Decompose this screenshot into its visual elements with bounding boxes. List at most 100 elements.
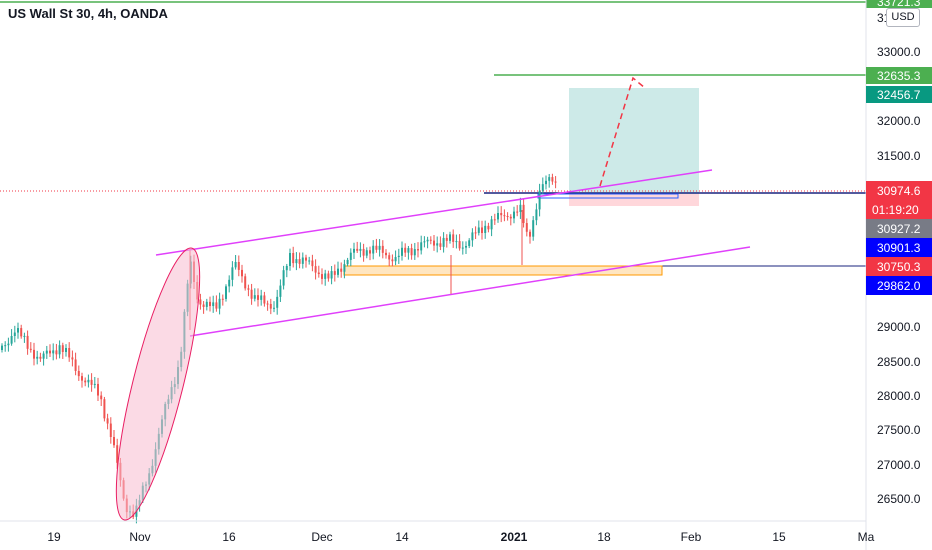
candle-body: [333, 271, 336, 275]
price-tick-33000: 33000.0: [877, 45, 921, 59]
candle-body: [84, 380, 87, 383]
candle-body: [202, 304, 205, 307]
time-label-15: 15: [772, 530, 786, 544]
svg-text:30974.6: 30974.6: [877, 184, 921, 198]
candle-body: [455, 241, 458, 243]
candle-body: [116, 445, 119, 463]
price-badge-30750: 30750.3: [866, 257, 932, 276]
candle-body: [445, 237, 448, 241]
candle-body: [426, 239, 429, 242]
price-badge-current: 30974.6: [866, 181, 932, 200]
candle-body: [461, 247, 464, 249]
candle-body: [340, 268, 343, 272]
svg-text:29862.0: 29862.0: [877, 279, 921, 293]
candle-body: [282, 270, 285, 286]
candle-body: [247, 288, 250, 290]
stop-loss-zone: [569, 194, 699, 206]
candle-body: [324, 273, 327, 279]
candle-body: [257, 295, 259, 300]
candle-body: [244, 276, 247, 289]
candle-body: [484, 225, 487, 234]
candle-body: [407, 248, 410, 253]
candle-body: [381, 245, 384, 253]
svg-text:30750.3: 30750.3: [877, 260, 921, 274]
candle-body: [404, 247, 407, 253]
candle-body: [525, 223, 528, 232]
candle-body: [301, 257, 304, 264]
svg-text:30901.3: 30901.3: [877, 241, 921, 255]
candle-body: [369, 250, 371, 254]
candle-body: [215, 302, 218, 309]
channel-lower-line: [189, 246, 751, 337]
candle-body: [237, 261, 240, 270]
price-badge-30901: 30901.3: [866, 238, 932, 257]
candle-body: [289, 253, 291, 266]
candle-body: [330, 271, 333, 279]
candle-body: [353, 248, 355, 253]
candle-body: [77, 370, 80, 377]
candle-body: [429, 239, 432, 241]
candle-body: [413, 249, 416, 256]
candle-body: [385, 252, 387, 256]
time-label-16: 16: [222, 530, 236, 544]
price-tick-31500: 31500.0: [877, 149, 921, 163]
candle-body: [285, 265, 288, 271]
time-label-2021: 2021: [501, 530, 528, 544]
support-zone: [343, 265, 663, 276]
candle-body: [273, 307, 275, 309]
candle-body: [199, 299, 202, 305]
candle-body: [241, 269, 243, 277]
candle-body: [221, 298, 224, 300]
chart-title: US Wall St 30, 4h, OANDA: [8, 6, 168, 21]
price-badge-29862: 29862.0: [866, 276, 932, 295]
candle-body: [298, 259, 301, 264]
candle-body: [394, 257, 397, 262]
candle-body: [23, 335, 26, 337]
candle-body: [493, 219, 496, 221]
candle-body: [279, 285, 282, 297]
candles: [1, 173, 557, 524]
candle-body: [436, 243, 439, 246]
candle-body: [538, 190, 541, 210]
time-label-dec: Dec: [311, 530, 332, 544]
candle-body: [109, 423, 112, 438]
candle-body: [253, 295, 256, 299]
candle-body: [513, 211, 515, 219]
candle-body: [103, 399, 106, 419]
svg-text:01:19:20: 01:19:20: [872, 203, 919, 217]
candle-body: [420, 242, 423, 251]
candle-body: [212, 302, 215, 307]
time-label-feb: Feb: [681, 530, 702, 544]
candle-body: [55, 350, 58, 355]
take-profit-zone: [569, 88, 699, 194]
price-badge-countdown: 01:19:20: [866, 200, 932, 219]
currency-button[interactable]: USD: [886, 8, 920, 27]
price-badge-30927: 30927.2: [866, 219, 932, 238]
candle-body: [269, 303, 272, 309]
candle-body: [314, 266, 317, 273]
candle-body: [311, 260, 314, 267]
candle-body: [263, 295, 266, 304]
candle-body: [45, 350, 48, 354]
candle-body: [317, 272, 320, 275]
candle-body: [375, 245, 378, 250]
candle-body: [58, 345, 61, 355]
candle-body: [474, 232, 477, 234]
candle-body: [551, 177, 554, 182]
candle-body: [477, 227, 480, 233]
candle-body: [100, 395, 103, 400]
price-tick-28500: 28500.0: [877, 355, 921, 369]
candle-body: [359, 248, 362, 251]
candle-body: [391, 259, 394, 262]
candle-body: [465, 245, 467, 248]
price-tick-26500: 26500.0: [877, 492, 921, 506]
candle-body: [68, 347, 71, 358]
candle-body: [554, 181, 557, 183]
candle-body: [337, 268, 339, 275]
candle-body: [106, 418, 109, 424]
time-label-ma: Ma: [858, 530, 875, 544]
channel-upper-line: [155, 169, 713, 256]
top-level-badge: [866, 0, 932, 8]
candle-body: [458, 241, 461, 249]
